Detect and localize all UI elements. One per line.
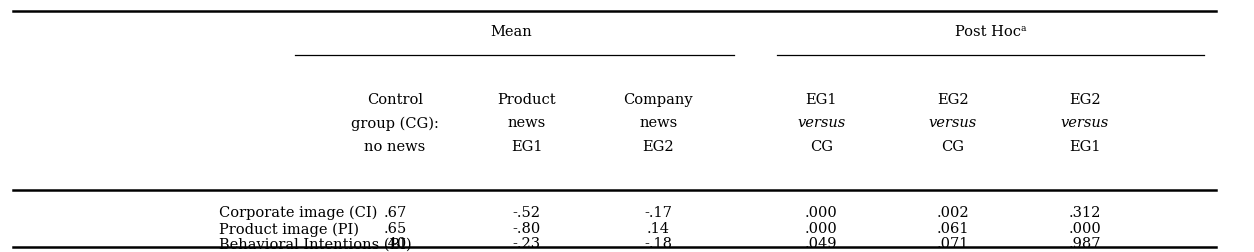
Text: -.23: -.23: [513, 237, 540, 251]
Text: -.52: -.52: [513, 206, 540, 220]
Text: EG1: EG1: [1068, 140, 1101, 154]
Text: .65: .65: [384, 222, 406, 236]
Text: Control: Control: [367, 92, 423, 107]
Text: EG2: EG2: [642, 140, 675, 154]
Text: Behavioral Intentions (BI): Behavioral Intentions (BI): [219, 237, 413, 251]
Text: versus: versus: [1061, 116, 1109, 131]
Text: news: news: [640, 116, 677, 131]
Text: EG1: EG1: [510, 140, 543, 154]
Text: group (CG):: group (CG):: [351, 116, 439, 131]
Text: .061: .061: [937, 222, 969, 236]
Text: .000: .000: [1068, 222, 1101, 236]
Text: Product image (PI): Product image (PI): [219, 222, 360, 237]
Text: versus: versus: [798, 116, 845, 131]
Text: EG1: EG1: [805, 92, 838, 107]
Text: CG: CG: [942, 140, 964, 154]
Text: .000: .000: [805, 206, 838, 220]
Text: versus: versus: [929, 116, 977, 131]
Text: .049: .049: [805, 237, 838, 251]
Text: .987: .987: [1068, 237, 1101, 251]
Text: Post Hocᵃ: Post Hocᵃ: [954, 24, 1027, 39]
Text: EG2: EG2: [937, 92, 969, 107]
Text: .14: .14: [647, 222, 670, 236]
Text: .67: .67: [384, 206, 406, 220]
Text: Mean: Mean: [490, 24, 533, 39]
Text: Corporate image (CI): Corporate image (CI): [219, 206, 377, 220]
Text: .312: .312: [1068, 206, 1101, 220]
Text: no news: no news: [365, 140, 425, 154]
Text: news: news: [508, 116, 545, 131]
Text: -.18: -.18: [645, 237, 672, 251]
Text: .071: .071: [937, 237, 969, 251]
Text: Company: Company: [623, 92, 693, 107]
Text: Product: Product: [498, 92, 556, 107]
Text: .002: .002: [937, 206, 969, 220]
Text: -.80: -.80: [513, 222, 540, 236]
Text: .40: .40: [384, 237, 406, 251]
Text: CG: CG: [810, 140, 833, 154]
Text: .000: .000: [805, 222, 838, 236]
Text: EG2: EG2: [1068, 92, 1101, 107]
Text: -.17: -.17: [645, 206, 672, 220]
